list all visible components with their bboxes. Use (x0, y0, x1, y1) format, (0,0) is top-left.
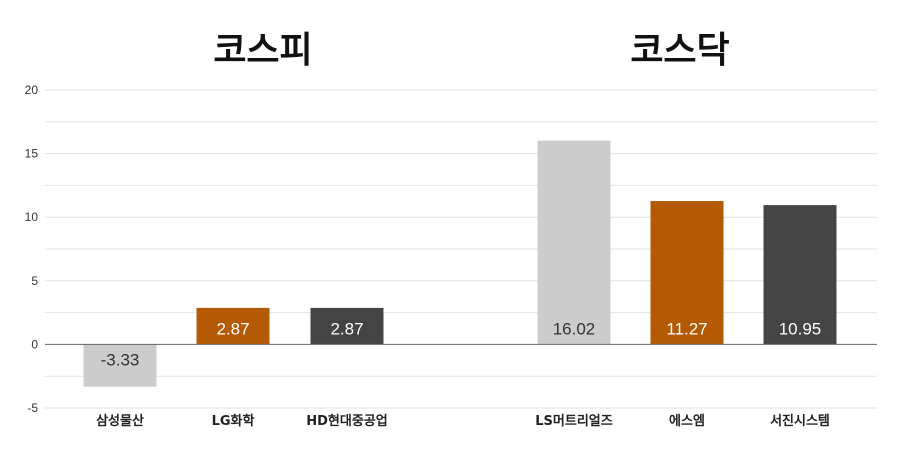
data-label: 2.87 (216, 319, 249, 338)
value-labels: -3.33 2.87 2.87 16.02 11.27 10.95 (101, 319, 822, 369)
category-label: 에스엠 (669, 413, 705, 429)
bar (83, 344, 157, 387)
bar (196, 307, 270, 345)
y-tick-label: 15 (25, 147, 39, 161)
y-tick-label: -5 (27, 401, 38, 415)
y-tick-label: 10 (25, 210, 39, 224)
bar (650, 201, 724, 345)
bars (83, 140, 837, 387)
y-tick-label: 0 (31, 337, 38, 351)
gridlines (45, 89, 877, 409)
y-axis-ticks: 20 15 10 5 0 -5 (25, 83, 39, 415)
data-label: 16.02 (553, 319, 596, 338)
bar (763, 205, 837, 345)
category-label: 서진시스템 (770, 413, 830, 429)
category-label: HD현대중공업 (306, 413, 387, 429)
category-label: LS머트리얼즈 (535, 413, 612, 429)
category-label: LG화학 (212, 413, 255, 429)
data-label: 11.27 (666, 319, 707, 338)
data-label: -3.33 (101, 350, 140, 369)
data-label: 2.87 (330, 319, 363, 338)
y-tick-label: 5 (31, 274, 38, 288)
category-label: 삼성물산 (96, 413, 144, 429)
group-title-kospi: 코스피 (213, 30, 312, 71)
y-tick-label: 20 (25, 83, 39, 97)
data-label: 10.95 (779, 319, 822, 338)
bar (310, 307, 384, 345)
category-labels: 삼성물산 LG화학 HD현대중공업 LS머트리얼즈 에스엠 서진시스템 (96, 413, 830, 429)
bar (537, 140, 611, 345)
group-title-kosdaq: 코스닥 (630, 30, 729, 71)
